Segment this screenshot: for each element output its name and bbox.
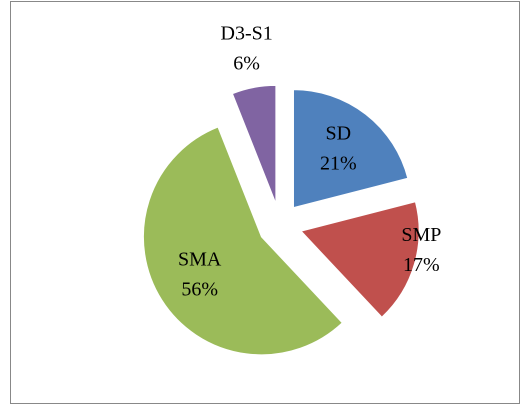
pie-slice — [142, 126, 343, 356]
slice-value: 21% — [320, 152, 357, 174]
slice-category: SMP — [401, 224, 441, 246]
slice-category: SMA — [178, 249, 222, 271]
slice-category: SD — [326, 122, 352, 144]
slice-value: 6% — [233, 53, 260, 75]
pie-slice — [231, 84, 277, 204]
pie-slice — [300, 201, 420, 318]
slice-category: D3-S1 — [221, 23, 273, 45]
slice-value: 17% — [403, 254, 440, 276]
pie-slice — [292, 89, 409, 209]
slice-value: 56% — [181, 279, 218, 301]
